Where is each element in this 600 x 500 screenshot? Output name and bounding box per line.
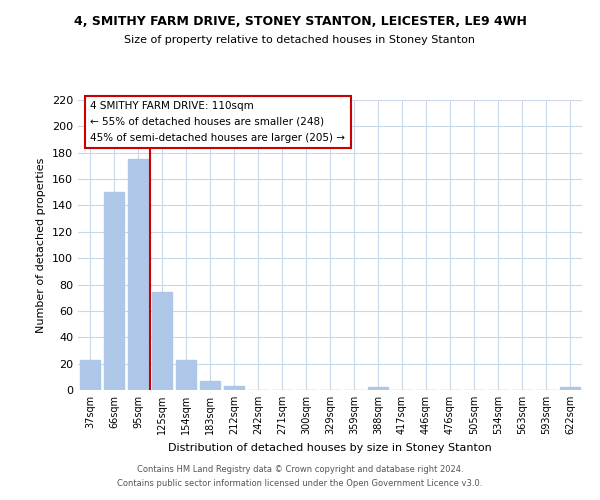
Bar (224, 386, 244, 390)
Y-axis label: Number of detached properties: Number of detached properties (37, 158, 46, 332)
Text: 4 SMITHY FARM DRIVE: 110sqm
← 55% of detached houses are smaller (248)
45% of se: 4 SMITHY FARM DRIVE: 110sqm ← 55% of det… (91, 102, 346, 142)
Bar (200, 381, 220, 390)
Bar (80, 360, 100, 390)
Bar (368, 388, 388, 390)
Bar (176, 360, 196, 390)
Text: 4, SMITHY FARM DRIVE, STONEY STANTON, LEICESTER, LE9 4WH: 4, SMITHY FARM DRIVE, STONEY STANTON, LE… (74, 15, 526, 28)
Bar (152, 292, 172, 390)
Bar (560, 388, 580, 390)
Text: Contains HM Land Registry data © Crown copyright and database right 2024.
Contai: Contains HM Land Registry data © Crown c… (118, 466, 482, 487)
Text: Size of property relative to detached houses in Stoney Stanton: Size of property relative to detached ho… (125, 35, 476, 45)
Bar (104, 192, 124, 390)
Bar (128, 160, 148, 390)
X-axis label: Distribution of detached houses by size in Stoney Stanton: Distribution of detached houses by size … (168, 442, 492, 452)
